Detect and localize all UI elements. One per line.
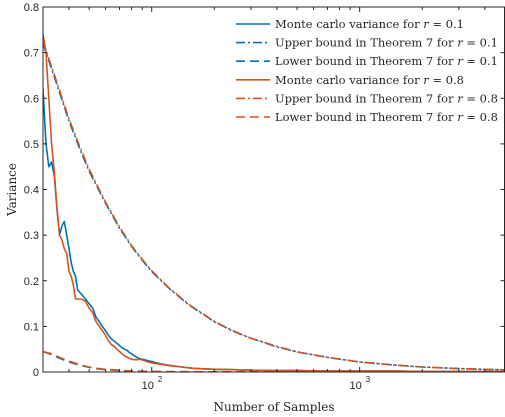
y-axis-label: Variance [5, 163, 19, 217]
y-tick-label: 0.7 [24, 48, 39, 60]
y-axis: 0 0.1 0.2 0.3 0.4 0.5 0.6 0.7 0.8 [24, 2, 505, 379]
legend-label: Upper bound in Theorem 7 for r = 0.8 [275, 91, 498, 105]
legend-item: Upper bound in Theorem 7 for r = 0.1 [236, 36, 498, 50]
y-tick-label: 0.6 [24, 93, 39, 105]
y-tick-label: 0.5 [24, 139, 39, 151]
series-line-5 [43, 40, 505, 371]
series-line-3 [43, 350, 505, 372]
legend-item: Monte carlo variance for r = 0.1 [236, 17, 464, 31]
legend-label: Lower bound in Theorem 7 for r = 0.8 [275, 110, 498, 124]
legend-item: Monte carlo variance for r = 0.8 [236, 73, 464, 87]
y-tick-label: 0 [33, 367, 39, 379]
y-tick-label: 0.1 [24, 321, 39, 333]
legend-item: Lower bound in Theorem 7 for r = 0.8 [236, 110, 498, 124]
x-tick-label: 10 [350, 380, 362, 392]
series-line-6 [43, 350, 505, 372]
y-tick-label: 0.2 [24, 276, 39, 288]
x-tick-label-exponent: 3 [366, 375, 371, 384]
y-tick-label: 0.4 [24, 185, 39, 197]
x-tick-label-exponent: 2 [158, 375, 163, 384]
legend-item: Upper bound in Theorem 7 for r = 0.8 [236, 91, 498, 105]
series-line-4 [43, 34, 505, 372]
legend-label: Upper bound in Theorem 7 for r = 0.1 [275, 36, 498, 50]
x-axis: 10 2 10 3 [42, 7, 505, 392]
x-axis-label: Number of Samples [214, 400, 335, 414]
series-line-1 [43, 89, 505, 372]
y-tick-label: 0.8 [24, 2, 39, 14]
legend-label: Monte carlo variance for r = 0.1 [275, 17, 464, 31]
legend: Monte carlo variance for r = 0.1 Upper bo… [236, 17, 498, 124]
legend-label: Monte carlo variance for r = 0.8 [275, 73, 464, 87]
legend-label: Lower bound in Theorem 7 for r = 0.1 [275, 54, 498, 68]
y-tick-label: 0.3 [24, 230, 39, 242]
x-tick-label: 10 [142, 380, 154, 392]
legend-item: Lower bound in Theorem 7 for r = 0.1 [236, 54, 498, 68]
